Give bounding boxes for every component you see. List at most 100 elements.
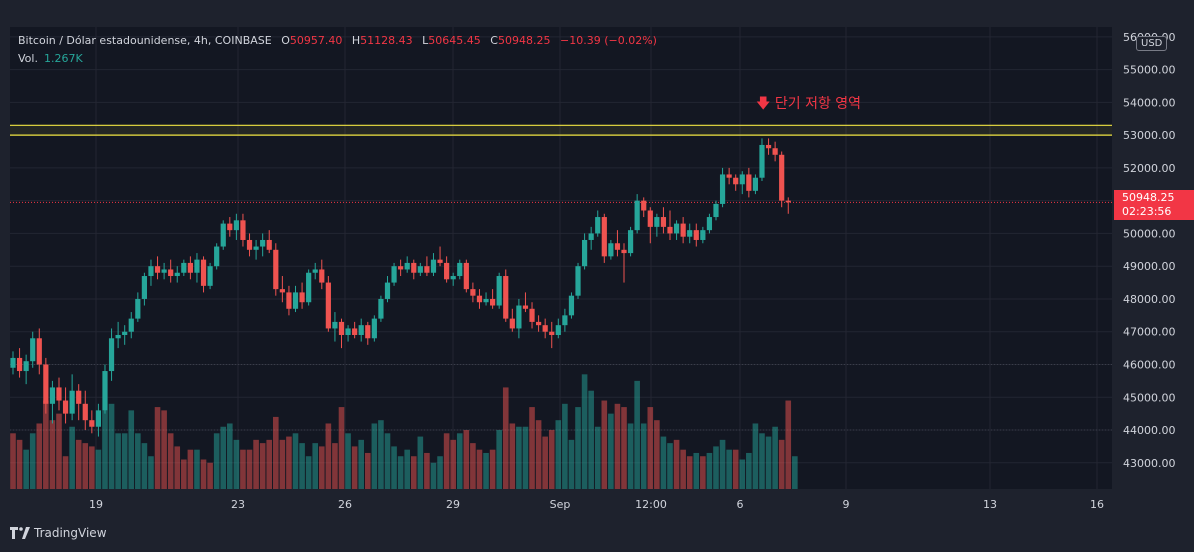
volume-bar — [115, 433, 121, 489]
volume-bar — [614, 403, 621, 489]
candle — [82, 390, 88, 431]
candle-body — [726, 174, 732, 178]
candle — [411, 259, 417, 280]
candle — [437, 246, 443, 267]
y-tick-label: 49000.00 — [1123, 260, 1176, 273]
candle-body — [345, 328, 351, 335]
candle-body — [200, 259, 207, 286]
volume-bar — [102, 410, 108, 489]
x-tick-label: 16 — [1090, 498, 1104, 511]
volume-bar — [207, 462, 213, 489]
volume-bar — [384, 433, 391, 489]
volume-bar — [680, 449, 686, 489]
y-tick-label: 47000.00 — [1123, 326, 1176, 339]
volume-bar — [128, 410, 135, 489]
candle — [444, 256, 450, 283]
candle-body — [641, 200, 647, 211]
volume-bar — [535, 420, 542, 489]
volume-bar — [43, 400, 49, 489]
candle — [496, 272, 502, 309]
candle-body — [43, 364, 49, 404]
candle — [516, 298, 522, 339]
ohlc-legend: Bitcoin / Dólar estadounidense, 4h, COIN… — [18, 34, 657, 47]
volume-bar — [69, 426, 75, 489]
candle-body — [700, 230, 706, 240]
candle-body — [10, 357, 16, 368]
candle — [457, 259, 463, 280]
candle — [483, 292, 489, 306]
x-tick-label: 26 — [338, 498, 352, 511]
volume-bar — [49, 420, 56, 489]
tradingview-logo[interactable]: TradingView — [10, 526, 107, 540]
volume-bar — [200, 459, 207, 489]
volume-bar — [792, 456, 798, 489]
volume-bar — [594, 426, 601, 489]
candle — [246, 233, 253, 257]
candle — [404, 256, 410, 273]
volume-bar — [627, 423, 634, 489]
y-tick-label: 55000.00 — [1123, 64, 1176, 77]
volume-bar — [470, 443, 476, 489]
candle — [424, 256, 430, 277]
candle-body — [627, 230, 634, 254]
volume-bar — [706, 452, 713, 489]
candle-body — [69, 390, 75, 414]
candle — [154, 256, 161, 280]
volume-bar — [726, 449, 732, 489]
volume-bar — [640, 423, 647, 489]
candle-body — [378, 298, 384, 319]
volume-bar — [581, 374, 588, 489]
candle-body — [706, 217, 713, 231]
candle — [260, 233, 266, 257]
candle-body — [647, 210, 653, 227]
candle — [417, 262, 423, 277]
volume-bar — [522, 426, 529, 489]
candle — [312, 262, 318, 280]
candle-body — [352, 328, 358, 335]
candle-body — [588, 233, 594, 240]
x-tick-label: 19 — [89, 498, 103, 511]
x-tick-label: 6 — [737, 498, 744, 511]
volume-bar — [647, 407, 654, 489]
candle — [187, 256, 193, 280]
candle — [660, 207, 667, 234]
volume-bar — [135, 433, 141, 489]
resistance-annotation[interactable]: 🡇 단기 저항 영역 — [756, 93, 861, 117]
candle — [319, 259, 325, 290]
volume-bar — [194, 449, 200, 489]
candle-body — [260, 239, 266, 247]
candle — [398, 259, 404, 277]
candle — [108, 328, 115, 381]
candle — [240, 213, 246, 247]
candle-body — [634, 200, 640, 231]
volume-value: 1.267K — [43, 52, 83, 65]
volume-bar — [463, 430, 470, 489]
volume-bar — [443, 433, 450, 489]
candle — [161, 262, 167, 280]
candle — [536, 315, 542, 332]
volume-legend: Vol. 1.267K — [18, 52, 83, 65]
volume-bar — [562, 403, 568, 489]
volume-bar — [292, 433, 299, 489]
candle — [200, 256, 207, 293]
x-tick-label: 13 — [983, 498, 997, 511]
candle — [10, 351, 16, 375]
volume-bar — [148, 456, 154, 489]
currency-button[interactable]: USD — [1136, 36, 1168, 51]
candle-body — [128, 318, 134, 332]
candle-body — [614, 243, 621, 250]
candle-body — [240, 220, 246, 240]
candle — [673, 220, 680, 240]
candle-body — [575, 266, 581, 296]
candle-body — [122, 331, 128, 335]
volume-bar — [299, 443, 305, 489]
candle-body — [673, 223, 680, 234]
symbol-title[interactable]: Bitcoin / Dólar estadounidense, 4h, COIN… — [18, 34, 272, 47]
volume-bar — [588, 390, 594, 489]
low-label: L — [422, 34, 429, 47]
volume-label[interactable]: Vol. — [18, 52, 38, 65]
plot-area[interactable] — [10, 27, 1112, 489]
candle — [102, 364, 108, 414]
